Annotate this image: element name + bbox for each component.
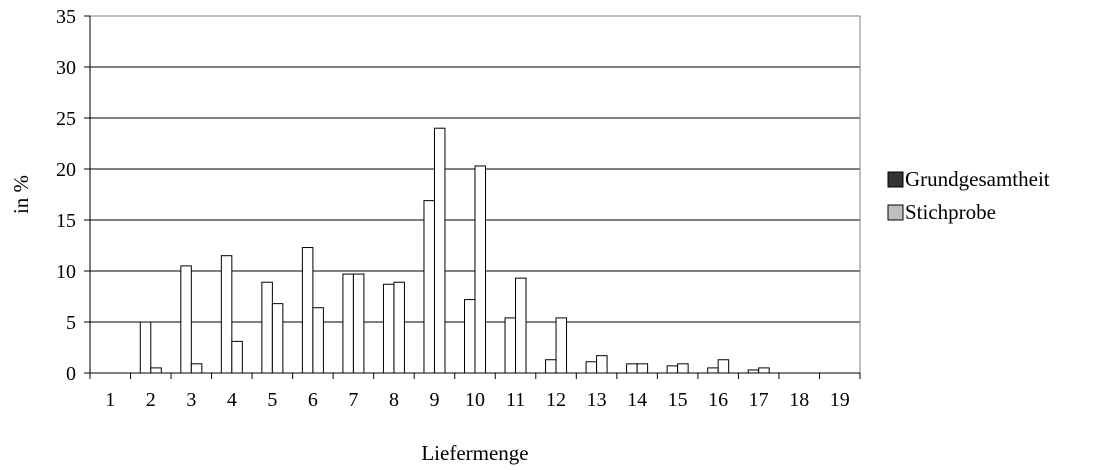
x-tick-label: 1 bbox=[105, 389, 115, 411]
bars bbox=[140, 128, 769, 373]
bar-stichprobe-17 bbox=[759, 368, 770, 373]
bar-stichprobe-13 bbox=[597, 356, 608, 373]
y-tick-label: 25 bbox=[56, 108, 76, 130]
bar-stichprobe-9 bbox=[434, 128, 445, 373]
x-axis-title: Liefermenge bbox=[421, 441, 528, 465]
bar-grundgesamtheit-2 bbox=[140, 322, 151, 373]
bar-grundgesamtheit-7 bbox=[343, 274, 354, 373]
y-tick-label: 10 bbox=[56, 261, 76, 283]
x-tick-label: 9 bbox=[429, 389, 439, 411]
x-tick-label: 5 bbox=[267, 389, 277, 411]
x-tick-label: 14 bbox=[627, 389, 647, 411]
y-tick-label: 20 bbox=[56, 159, 76, 181]
legend-label-grundgesamtheit: Grundgesamtheit bbox=[905, 167, 1050, 191]
y-tick-labels: 0 5 10 15 20 25 30 35 bbox=[56, 6, 76, 385]
bar-stichprobe-10 bbox=[475, 166, 486, 373]
bar-grundgesamtheit-12 bbox=[546, 360, 557, 373]
bar-stichprobe-7 bbox=[353, 274, 364, 373]
y-tick-label: 30 bbox=[56, 57, 76, 79]
bar-grundgesamtheit-10 bbox=[465, 300, 476, 373]
bar-grundgesamtheit-9 bbox=[424, 201, 435, 373]
y-tick-label: 15 bbox=[56, 210, 76, 232]
y-axis-title: in % bbox=[9, 175, 33, 214]
legend-swatch-grundgesamtheit bbox=[888, 172, 903, 187]
x-tick-label: 16 bbox=[708, 389, 728, 411]
x-tick-label: 12 bbox=[546, 389, 566, 411]
bar-stichprobe-16 bbox=[718, 360, 729, 373]
x-tick-label: 17 bbox=[749, 389, 769, 411]
x-tick-label: 13 bbox=[587, 389, 607, 411]
x-tick-label: 6 bbox=[308, 389, 318, 411]
bar-grundgesamtheit-4 bbox=[221, 256, 232, 373]
bar-grundgesamtheit-3 bbox=[181, 266, 192, 373]
bar-stichprobe-6 bbox=[313, 308, 324, 373]
bar-stichprobe-3 bbox=[191, 364, 202, 373]
legend-label-stichprobe: Stichprobe bbox=[905, 200, 996, 224]
bar-stichprobe-5 bbox=[272, 304, 283, 373]
y-tick-label: 5 bbox=[66, 312, 76, 334]
x-tick-label: 19 bbox=[830, 389, 850, 411]
bar-grundgesamtheit-5 bbox=[262, 282, 273, 373]
legend-swatch-stichprobe bbox=[888, 205, 903, 220]
bar-grundgesamtheit-13 bbox=[586, 362, 597, 373]
y-tick-label: 0 bbox=[66, 363, 76, 385]
x-tick-label: 15 bbox=[668, 389, 688, 411]
bar-stichprobe-15 bbox=[678, 364, 689, 373]
x-tick-label: 4 bbox=[227, 389, 237, 411]
x-tick-labels: 1 2 3 4 5 6 7 8 9 10 11 12 13 14 15 16 17 18 19 bbox=[105, 389, 849, 411]
legend: Grundgesamtheit Stichprobe bbox=[888, 167, 1050, 224]
bar-stichprobe-11 bbox=[516, 278, 527, 373]
bar-stichprobe-8 bbox=[394, 282, 405, 373]
bar-stichprobe-14 bbox=[637, 364, 648, 373]
bar-stichprobe-4 bbox=[232, 341, 243, 373]
bar-grundgesamtheit-6 bbox=[302, 248, 313, 373]
x-tick-label: 10 bbox=[465, 389, 485, 411]
y-tick-label: 35 bbox=[56, 6, 76, 28]
x-tick-label: 3 bbox=[186, 389, 196, 411]
bar-stichprobe-12 bbox=[556, 318, 567, 373]
bar-grundgesamtheit-8 bbox=[383, 284, 394, 373]
bar-grundgesamtheit-16 bbox=[708, 368, 719, 373]
x-tick-label: 8 bbox=[389, 389, 399, 411]
bar-grundgesamtheit-15 bbox=[667, 366, 678, 373]
x-tick-label: 7 bbox=[348, 389, 358, 411]
bar-stichprobe-2 bbox=[151, 368, 162, 373]
bar-grundgesamtheit-14 bbox=[627, 364, 638, 373]
bar-grundgesamtheit-11 bbox=[505, 318, 516, 373]
x-tick-label: 2 bbox=[146, 389, 156, 411]
x-tick-label: 18 bbox=[789, 389, 809, 411]
x-tick-label: 11 bbox=[506, 389, 525, 411]
